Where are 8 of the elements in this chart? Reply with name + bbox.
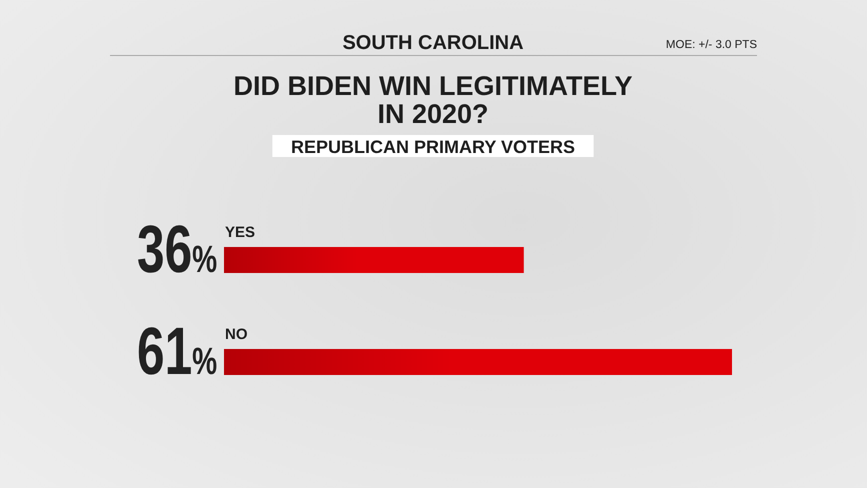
y-tick-label: YES — [225, 224, 256, 241]
y-tick-label: NO — [225, 326, 248, 343]
chart-title: DID BIDEN WIN LEGITIMATELY IN 2020? — [233, 71, 633, 129]
text: MOE: +/- 3.0 PTS — [666, 39, 758, 51]
text: SOUTH CAROLINA — [342, 32, 524, 54]
chart-subtitle: REPUBLICAN PRIMARY VOTERS — [290, 137, 576, 157]
data-label: 61% — [137, 314, 218, 389]
data-label: 36% — [137, 212, 218, 287]
